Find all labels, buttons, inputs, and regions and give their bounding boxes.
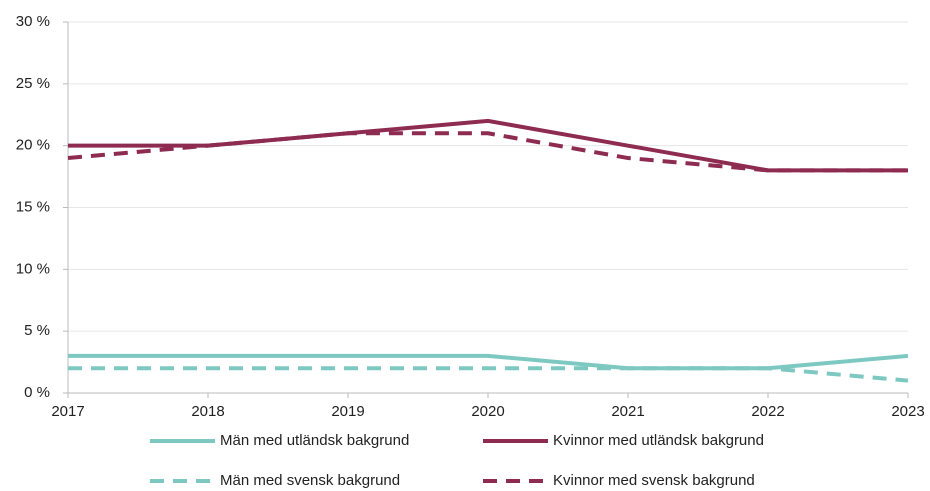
y-tick-label: 10 % xyxy=(16,260,50,277)
y-tick-label: 5 % xyxy=(24,322,50,339)
legend-label: Män med svensk bakgrund xyxy=(220,472,400,489)
y-tick-label: 0 % xyxy=(24,384,50,401)
x-tick-label: 2018 xyxy=(191,403,224,420)
legend-label: Kvinnor med svensk bakgrund xyxy=(553,472,755,489)
y-tick-label: 20 % xyxy=(16,137,50,154)
y-tick-label: 15 % xyxy=(16,198,50,215)
legend-label: Män med utländsk bakgrund xyxy=(220,432,409,449)
x-tick-label: 2020 xyxy=(471,403,504,420)
x-tick-label: 2019 xyxy=(331,403,364,420)
series-line xyxy=(68,366,909,383)
series-line xyxy=(67,131,908,173)
y-tick-label: 30 % xyxy=(16,13,50,30)
x-tick-label: 2021 xyxy=(611,403,644,420)
x-tick-label: 2017 xyxy=(51,403,84,420)
x-tick-label: 2023 xyxy=(891,403,924,420)
x-tick-label: 2022 xyxy=(751,403,784,420)
legend-label: Kvinnor med utländsk bakgrund xyxy=(553,432,764,449)
y-tick-label: 25 % xyxy=(16,75,50,92)
